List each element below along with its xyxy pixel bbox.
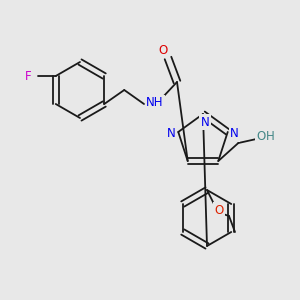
Text: O: O xyxy=(158,44,168,56)
Text: O: O xyxy=(257,130,266,142)
Text: F: F xyxy=(24,70,31,83)
Text: N: N xyxy=(167,128,176,140)
Text: O: O xyxy=(214,203,224,217)
Text: N: N xyxy=(201,116,209,128)
Text: H: H xyxy=(266,130,275,142)
Text: N: N xyxy=(230,128,239,140)
Text: NH: NH xyxy=(146,97,164,110)
